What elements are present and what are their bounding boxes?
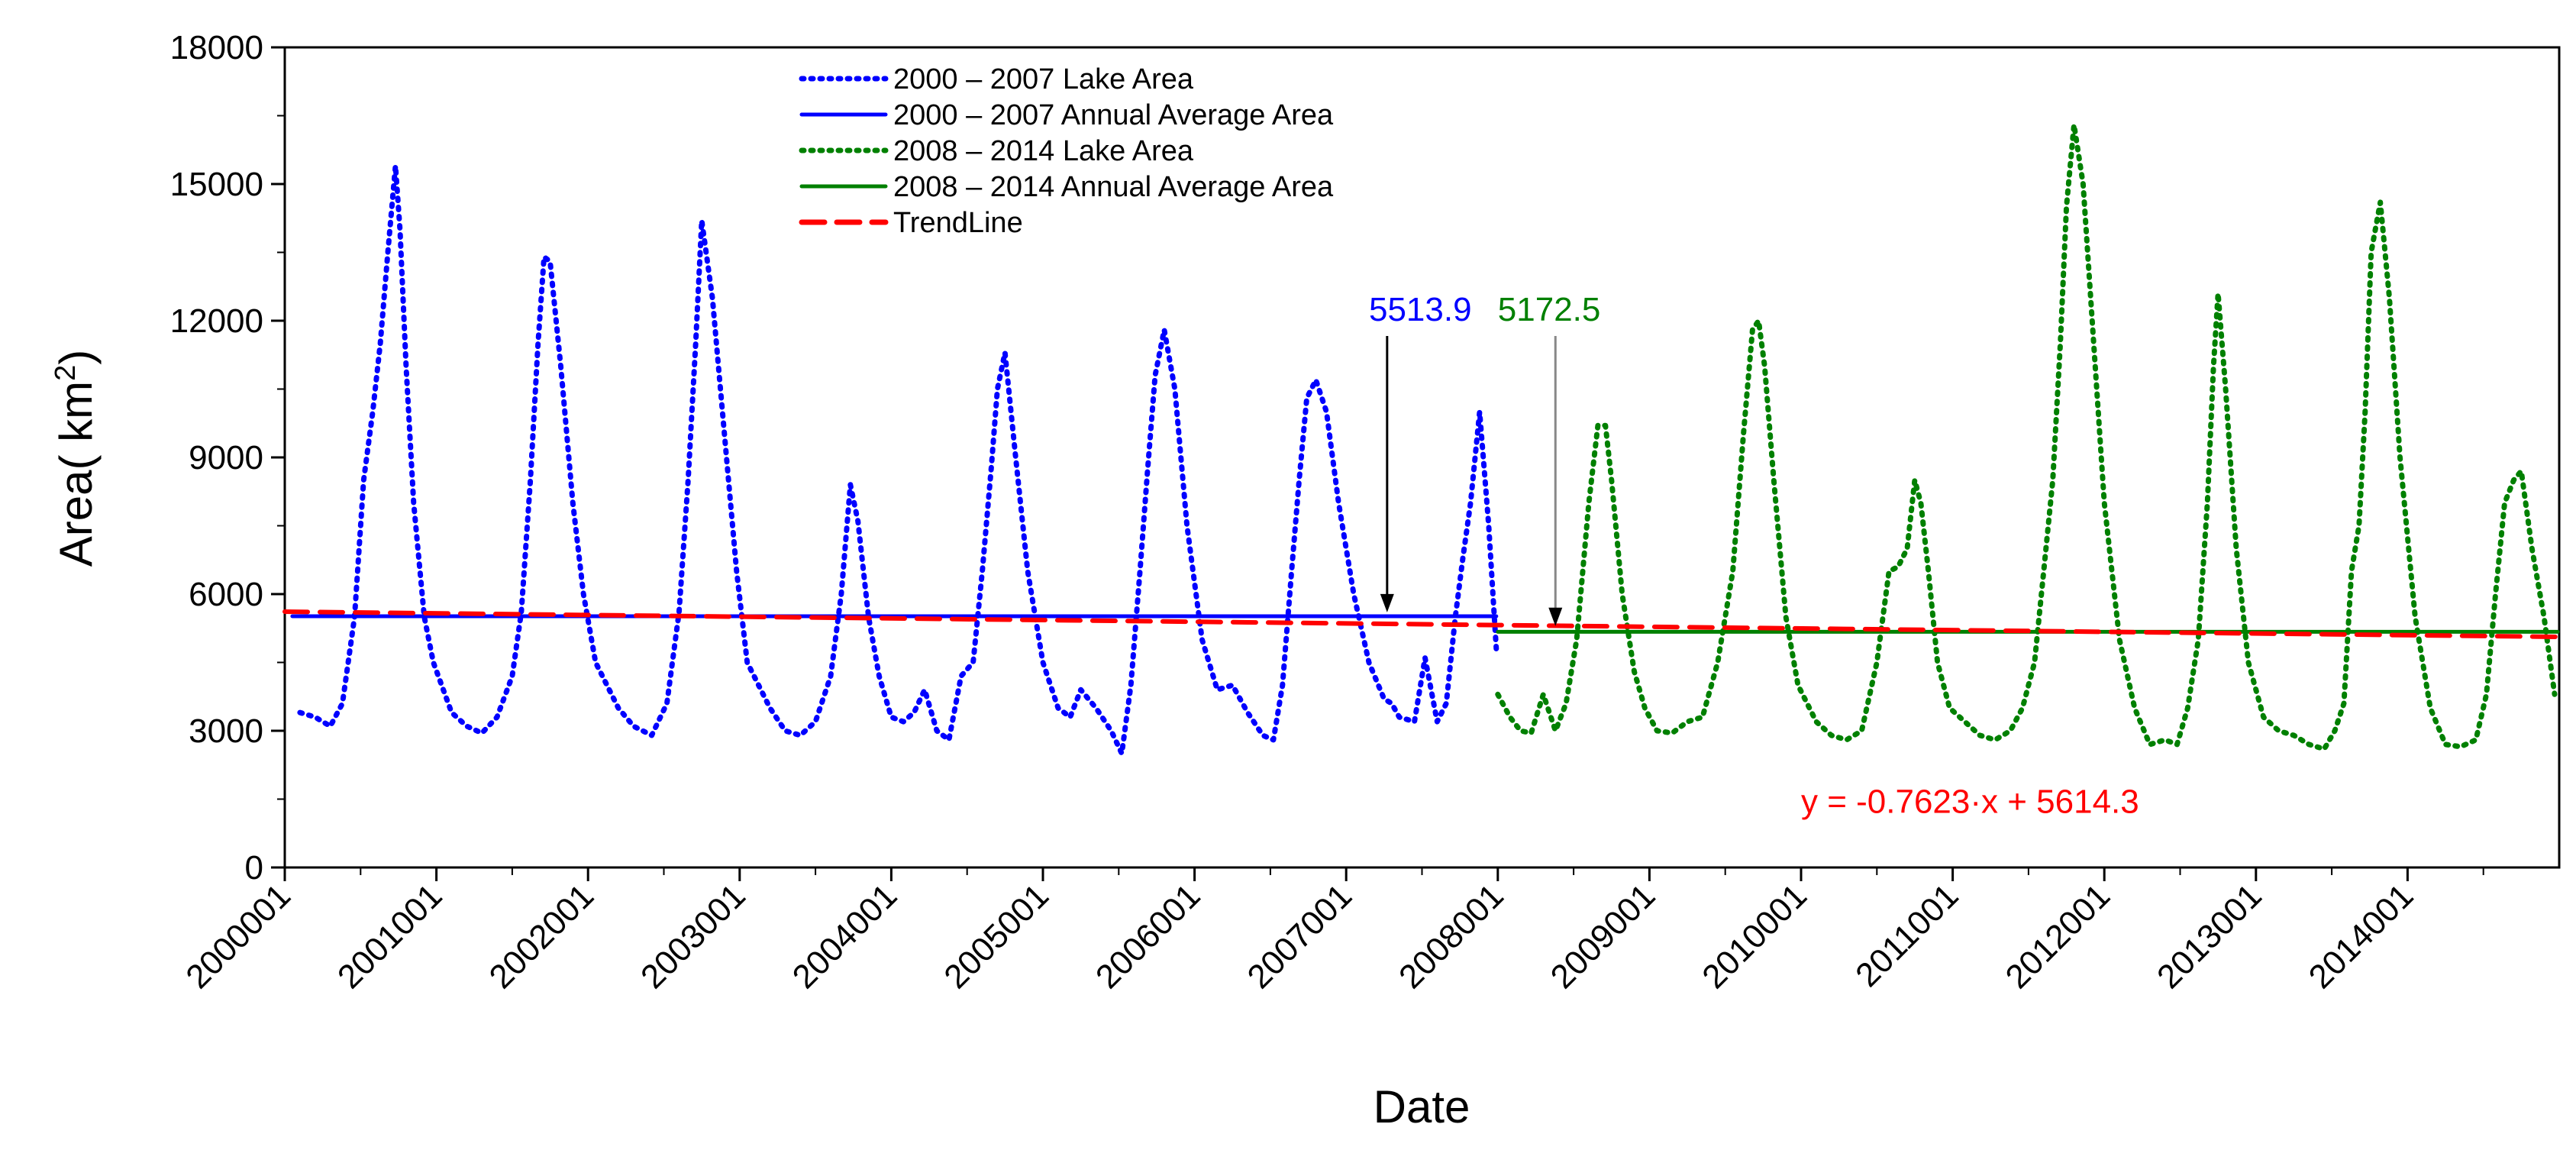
- x-tick-label: 2003001: [634, 877, 753, 996]
- y-tick-label: 0: [245, 849, 263, 887]
- y-tick-label: 18000: [170, 29, 263, 66]
- y-tick-label: 6000: [189, 576, 263, 613]
- series-layer: [282, 121, 2561, 757]
- series-line-2: [1495, 121, 2558, 752]
- x-tick-label: 2008001: [1392, 877, 1511, 996]
- y-tick-label: 3000: [189, 712, 263, 750]
- plot-frame: [283, 46, 2561, 869]
- x-tick-label: 2010001: [1695, 877, 1814, 996]
- x-tick-label: 2005001: [937, 877, 1056, 996]
- x-tick-label: 2009001: [1544, 877, 1663, 996]
- annotation-label-2: y = -0.7623·x + 5614.3: [1801, 783, 2139, 820]
- y-tick-label: 12000: [170, 302, 263, 340]
- x-tick-label: 2012001: [1998, 877, 2117, 996]
- legend: 2000 – 2007 Lake Area 2000 – 2007 Annual …: [799, 63, 1334, 239]
- legend-label-2: 2008 – 2014 Lake Area: [893, 135, 1194, 167]
- y-tick-label: 9000: [189, 439, 263, 476]
- x-tick-label: 2002001: [482, 877, 601, 996]
- annotation-label-0: 5513.9: [1369, 291, 1472, 328]
- legend-label-4: TrendLine: [893, 207, 1023, 239]
- x-tick-label: 2004001: [786, 877, 905, 996]
- annotation-label-1: 5172.5: [1498, 291, 1601, 328]
- series-line-0: [297, 163, 1499, 757]
- y-axis-title: Area( km2): [50, 350, 102, 567]
- y-axis-title-superscript: 2: [50, 365, 82, 381]
- y-tick-label: 15000: [170, 166, 263, 203]
- annotation-arrow-head-0: [1380, 593, 1394, 612]
- legend-label-3: 2008 – 2014 Annual Average Area: [893, 171, 1334, 203]
- x-tick-label: 2013001: [2150, 877, 2269, 996]
- y-axis-title-close: ): [50, 350, 102, 365]
- x-axis-title: Date: [1374, 1081, 1470, 1132]
- series-line-4: [282, 609, 2561, 639]
- x-tick-label: 2014001: [2302, 877, 2421, 996]
- x-tick-label: 2011001: [1848, 877, 1965, 993]
- x-tick-label: 2001001: [331, 877, 450, 996]
- annotation-arrow-head-1: [1548, 607, 1563, 626]
- legend-label-0: 2000 – 2007 Lake Area: [893, 63, 1194, 95]
- x-tick-label: 2007001: [1240, 877, 1359, 996]
- x-tick-label: 2000001: [179, 877, 298, 996]
- x-tick-label: 2006001: [1089, 877, 1208, 996]
- legend-label-1: 2000 – 2007 Annual Average Area: [893, 99, 1334, 131]
- annotations-layer: 5513.9 5172.5 y = -0.7623·x + 5614.3: [1369, 291, 2139, 820]
- y-axis-title-main: Area( km: [50, 381, 102, 567]
